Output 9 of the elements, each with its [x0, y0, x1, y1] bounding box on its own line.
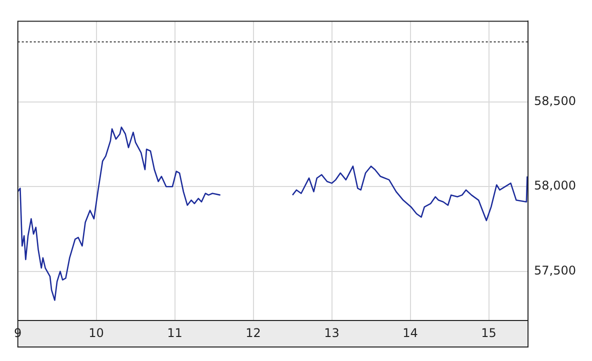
x-tick-label: 14 [402, 326, 418, 340]
y-tick-label: 58,000 [534, 178, 576, 193]
x-tick-label: 13 [324, 326, 340, 340]
x-tick-label: 15 [481, 326, 496, 340]
y-tick-label: 57,500 [534, 264, 576, 278]
x-tick-label: 11 [167, 326, 182, 340]
y-tick-label: 58,500 [534, 94, 576, 108]
x-tick-label: 10 [88, 326, 104, 340]
x-tick-label: 12 [246, 326, 261, 340]
